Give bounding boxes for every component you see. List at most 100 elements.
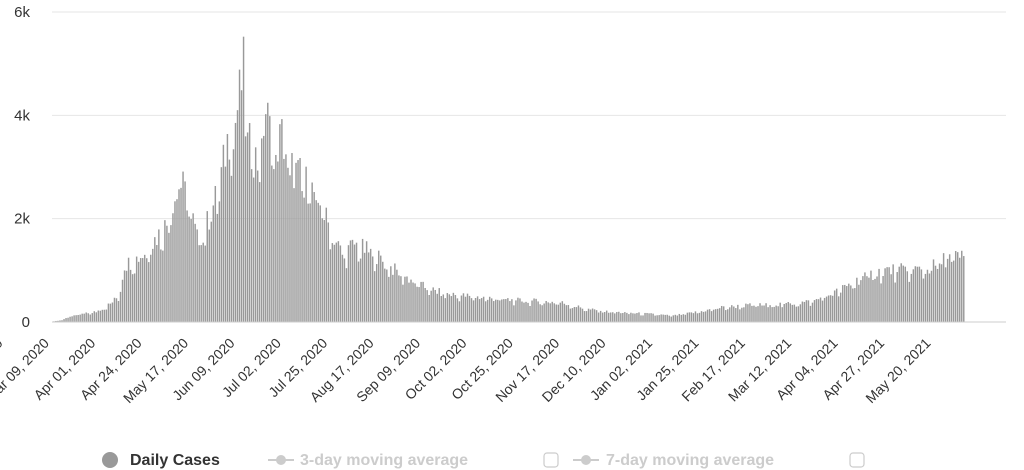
daily-bar[interactable] bbox=[486, 299, 489, 322]
daily-bar[interactable] bbox=[922, 278, 925, 322]
daily-bar[interactable] bbox=[735, 308, 737, 322]
daily-bar[interactable] bbox=[801, 301, 804, 322]
daily-bar[interactable] bbox=[575, 307, 578, 322]
daily-bar[interactable] bbox=[686, 312, 689, 322]
daily-bar[interactable] bbox=[706, 309, 709, 322]
daily-bar[interactable] bbox=[571, 308, 574, 322]
daily-bar[interactable] bbox=[482, 296, 485, 322]
daily-bar[interactable] bbox=[218, 201, 221, 322]
daily-bar[interactable] bbox=[749, 303, 751, 322]
daily-bar[interactable] bbox=[884, 268, 886, 322]
daily-bar[interactable] bbox=[833, 290, 836, 322]
daily-bar[interactable] bbox=[464, 296, 467, 322]
daily-bar[interactable] bbox=[593, 309, 596, 322]
daily-bar[interactable] bbox=[470, 298, 473, 322]
daily-bar[interactable] bbox=[339, 245, 342, 322]
daily-bar[interactable] bbox=[420, 281, 422, 322]
daily-bar[interactable] bbox=[525, 301, 527, 322]
daily-bar[interactable] bbox=[390, 266, 392, 322]
daily-bar[interactable] bbox=[741, 307, 743, 322]
daily-bar[interactable] bbox=[501, 299, 503, 322]
daily-bar[interactable] bbox=[954, 251, 957, 322]
daily-bar[interactable] bbox=[827, 295, 830, 322]
daily-bar[interactable] bbox=[844, 284, 846, 322]
daily-bar[interactable] bbox=[616, 312, 618, 322]
daily-bar[interactable] bbox=[607, 312, 610, 322]
daily-bar[interactable] bbox=[357, 261, 360, 322]
daily-bar[interactable] bbox=[478, 299, 481, 322]
daily-bar[interactable] bbox=[206, 211, 208, 322]
daily-bar[interactable] bbox=[668, 315, 670, 322]
daily-bar[interactable] bbox=[133, 273, 136, 322]
daily-bar[interactable] bbox=[797, 306, 800, 322]
daily-bar[interactable] bbox=[329, 249, 332, 322]
daily-bar[interactable] bbox=[406, 276, 408, 322]
daily-bar[interactable] bbox=[959, 257, 961, 322]
daily-bar[interactable] bbox=[852, 288, 854, 322]
daily-bar[interactable] bbox=[944, 267, 947, 322]
daily-bar[interactable] bbox=[916, 266, 919, 322]
daily-bar[interactable] bbox=[894, 282, 896, 322]
daily-bar[interactable] bbox=[273, 169, 275, 322]
daily-bar[interactable] bbox=[948, 254, 951, 322]
daily-bar[interactable] bbox=[99, 310, 102, 322]
daily-bar[interactable] bbox=[422, 281, 424, 322]
daily-bar[interactable] bbox=[567, 305, 570, 322]
daily-bar[interactable] bbox=[341, 254, 344, 322]
daily-bar[interactable] bbox=[698, 312, 701, 322]
daily-bar[interactable] bbox=[254, 147, 257, 322]
daily-bar[interactable] bbox=[230, 175, 233, 322]
daily-bar[interactable] bbox=[848, 283, 850, 322]
daily-bar[interactable] bbox=[156, 245, 158, 322]
daily-bar[interactable] bbox=[373, 271, 376, 322]
daily-bar[interactable] bbox=[442, 294, 445, 322]
daily-bar[interactable] bbox=[490, 298, 493, 322]
daily-bar[interactable] bbox=[182, 171, 184, 322]
daily-bar[interactable] bbox=[476, 296, 479, 322]
daily-bar[interactable] bbox=[450, 296, 453, 322]
daily-bar[interactable] bbox=[83, 313, 85, 322]
daily-bar[interactable] bbox=[436, 293, 438, 322]
daily-bar[interactable] bbox=[224, 166, 227, 322]
daily-bar[interactable] bbox=[313, 192, 315, 322]
daily-bar[interactable] bbox=[317, 202, 319, 322]
daily-bar[interactable] bbox=[367, 252, 370, 322]
daily-bar[interactable] bbox=[234, 122, 237, 322]
daily-bar[interactable] bbox=[210, 221, 213, 322]
daily-bar[interactable] bbox=[351, 239, 354, 322]
daily-bar[interactable] bbox=[71, 316, 73, 322]
daily-bar[interactable] bbox=[866, 276, 868, 322]
daily-bar[interactable] bbox=[208, 229, 210, 322]
daily-bar[interactable] bbox=[123, 270, 126, 322]
daily-bar[interactable] bbox=[777, 306, 779, 322]
daily-bar[interactable] bbox=[597, 312, 600, 322]
daily-bar[interactable] bbox=[813, 300, 816, 322]
daily-bar[interactable] bbox=[743, 307, 745, 322]
daily-bar[interactable] bbox=[378, 250, 380, 322]
daily-bar[interactable] bbox=[775, 305, 777, 322]
daily-bar[interactable] bbox=[301, 191, 303, 322]
daily-bar[interactable] bbox=[868, 277, 870, 322]
checkbox-icon[interactable] bbox=[543, 452, 559, 468]
daily-bar[interactable] bbox=[819, 297, 822, 322]
daily-bar[interactable] bbox=[220, 167, 223, 322]
daily-bar[interactable] bbox=[745, 303, 747, 322]
daily-bar[interactable] bbox=[662, 314, 664, 322]
daily-bar[interactable] bbox=[146, 258, 148, 322]
daily-bar[interactable] bbox=[448, 294, 451, 322]
daily-bar[interactable] bbox=[690, 312, 693, 322]
daily-bar[interactable] bbox=[634, 313, 636, 322]
daily-bar[interactable] bbox=[315, 200, 317, 322]
daily-bar[interactable] bbox=[666, 314, 668, 322]
daily-bar[interactable] bbox=[821, 300, 824, 322]
daily-bar[interactable] bbox=[252, 177, 255, 322]
daily-bar[interactable] bbox=[684, 314, 687, 322]
daily-bar[interactable] bbox=[910, 273, 913, 322]
daily-bar[interactable] bbox=[940, 264, 943, 322]
daily-bar[interactable] bbox=[216, 213, 219, 322]
daily-bar[interactable] bbox=[509, 301, 511, 322]
daily-bar[interactable] bbox=[702, 311, 705, 322]
daily-bar[interactable] bbox=[474, 297, 477, 322]
daily-bar[interactable] bbox=[418, 287, 420, 322]
daily-bar[interactable] bbox=[166, 225, 168, 322]
